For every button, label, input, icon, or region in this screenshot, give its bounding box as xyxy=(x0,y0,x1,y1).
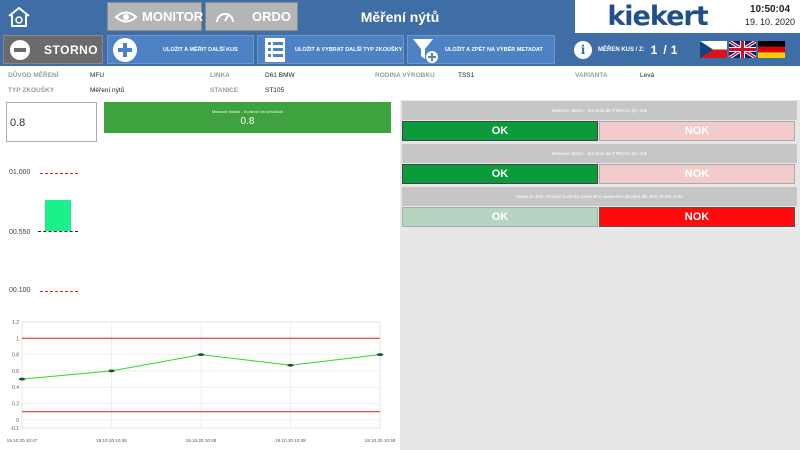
lower-limit-label: 00.100 xyxy=(9,287,31,294)
test-type-key: TYP ZKOUŠKY xyxy=(8,87,55,94)
line-value: D61 BMW xyxy=(265,72,295,79)
storno-button[interactable]: STORNO xyxy=(3,35,103,64)
check-2-nok-button[interactable]: NOK xyxy=(599,164,795,184)
check-2-caption: Measure station - Kontrola dle FRM-GL-QA… xyxy=(402,144,797,163)
chart-ytick-label: 0.8 xyxy=(12,353,19,359)
measurement-input[interactable]: 0.8 xyxy=(6,102,97,142)
eye-icon xyxy=(114,6,138,28)
station-value: ST105 xyxy=(265,87,285,94)
measurement-result: Measure station - Kontrola nerozhodnutí … xyxy=(104,102,391,133)
storno-label: STORNO xyxy=(44,42,99,57)
save-back-metadata-button[interactable]: ULOŽIT A ZPĚT NA VÝBĚR METADAT xyxy=(407,35,555,64)
variant-value: Levá xyxy=(640,72,655,79)
measurement-bar xyxy=(45,200,71,231)
chart-ytick-label: 1 xyxy=(16,336,19,342)
check-1-nok-button[interactable]: NOK xyxy=(599,121,795,141)
filter-plus-icon xyxy=(411,37,439,63)
reason-value: MFU xyxy=(90,72,105,79)
home-button[interactable] xyxy=(4,3,34,31)
save-select-test-button[interactable]: ULOŽIT A VYBRAT DALŠÍ TYP ZKOUŠKY xyxy=(257,35,404,64)
gauge-icon xyxy=(212,6,238,28)
save-measure-next-button[interactable]: ULOŽIT A MĚŘIT DALŠÍ KUS xyxy=(107,35,254,64)
chart-data-point xyxy=(18,377,26,381)
measurement-result-value: 0.8 xyxy=(240,116,255,127)
list-icon xyxy=(261,37,289,63)
check-1-caption: Measure station - Kontrola dle FRM-GL-QA… xyxy=(402,101,797,120)
chart-ytick-label: 0.4 xyxy=(12,385,19,391)
nominal-label: 00.550 xyxy=(9,229,31,236)
piece-counter-current: 1 xyxy=(650,43,658,57)
language-switcher xyxy=(700,39,787,60)
chart-ytick-label: 0.6 xyxy=(12,369,19,375)
measurement-history-chart: 1.2 1 0.8 0.6 0.4 0.2 0 -0.1 19.10.20 10:47 19.10… xyxy=(7,320,396,443)
save-select-test-label: ULOŽIT A VYBRAT DALŠÍ TYP ZKOUŠKY xyxy=(295,46,403,53)
chart-xtick-label: 19.10.20 10:48 xyxy=(275,438,306,443)
family-value: TSS1 xyxy=(458,72,475,79)
chart-xtick-label: 19.10.20 10:48 xyxy=(365,438,396,443)
plus-circle-icon xyxy=(111,37,139,63)
upper-limit-label: 01.000 xyxy=(9,169,31,176)
chart-ytick-label: 0 xyxy=(16,418,19,424)
chart-data-point xyxy=(287,363,294,367)
monitor-label: MONITOR xyxy=(142,9,204,24)
clock-date: 19. 10. 2020 xyxy=(744,17,796,27)
ordo-label: ORDO xyxy=(252,9,291,24)
chart-data-point xyxy=(108,369,115,373)
check-2-ok-button[interactable]: OK xyxy=(402,164,598,184)
station-key: STANICE xyxy=(210,87,239,94)
clock-time: 10:50:04 xyxy=(749,4,791,15)
upper-limit-line xyxy=(40,173,78,174)
save-back-metadata-label: ULOŽIT A ZPĚT NA VÝBĚR METADAT xyxy=(445,46,543,53)
variant-key: VARIANTA xyxy=(575,72,608,79)
nominal-line xyxy=(38,231,78,232)
piece-counter: i MĚŘEN KUS / Z: 1 / 1 xyxy=(574,40,677,60)
piece-counter-total: 1 xyxy=(670,43,678,57)
measurement-result-caption: Measure station - Kontrola nerozhodnutí xyxy=(211,109,284,114)
toolbar: STORNO ULOŽIT A MĚŘIT DALŠÍ KUS xyxy=(0,33,800,66)
chart-data-point xyxy=(376,353,384,357)
piece-counter-separator: / xyxy=(663,43,667,57)
brand-name: kiekert xyxy=(607,1,708,32)
chart-xtick-label: 19.10.20 10:48 xyxy=(96,438,127,443)
ordo-button[interactable]: ORDO xyxy=(205,2,298,31)
monitor-button[interactable]: MONITOR xyxy=(107,2,204,31)
chart-xtick-label: 19.10.20 10:48 xyxy=(186,438,217,443)
flag-uk-icon[interactable] xyxy=(728,39,757,60)
check-3-ok-button[interactable]: OK xyxy=(402,207,598,227)
flag-czech-icon[interactable] xyxy=(700,41,727,58)
header-bar: MONITOR ORDO Měření nýtů xyxy=(0,0,575,33)
piece-counter-label: MĚŘEN KUS / Z: xyxy=(598,47,645,53)
check-3-caption: Measure 3D0: Vizuální kontrola správného… xyxy=(402,187,797,206)
chart-ytick-label: 1.2 xyxy=(12,320,19,326)
check-3-nok-button[interactable]: NOK xyxy=(599,207,795,227)
home-icon xyxy=(8,6,30,27)
page-title: Měření nýtů xyxy=(360,8,440,25)
clock: 10:50:04 19. 10. 2020 xyxy=(740,0,800,33)
test-type-value: Měření nýtů xyxy=(90,87,125,94)
info-icon[interactable]: i xyxy=(574,41,592,59)
lower-limit-line xyxy=(40,291,78,292)
check-1-ok-button[interactable]: OK xyxy=(402,121,598,141)
reason-key: DŮVOD MĚŘENÍ xyxy=(8,72,59,79)
minus-icon xyxy=(10,39,30,60)
family-key: RODINA VÝROBKU xyxy=(375,72,435,79)
brand-logo: kiekert xyxy=(575,0,740,33)
chart-data-point xyxy=(197,353,205,357)
chart-ytick-label: -0.1 xyxy=(10,426,19,432)
line-key: LINKA xyxy=(210,72,230,79)
flag-germany-icon[interactable] xyxy=(758,41,785,58)
chart-xtick-label: 19.10.20 10:47 xyxy=(7,438,38,443)
chart-ytick-label: 0.2 xyxy=(12,402,19,408)
save-measure-next-label: ULOŽIT A MĚŘIT DALŠÍ KUS xyxy=(163,46,238,53)
